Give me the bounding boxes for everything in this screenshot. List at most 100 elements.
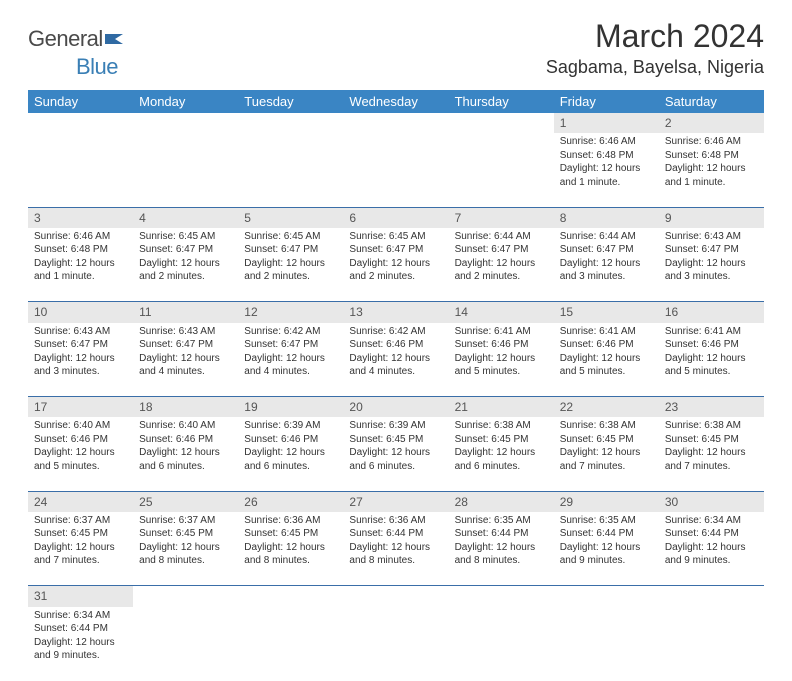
day-number: [343, 113, 448, 133]
sunrise-text: Sunrise: 6:46 AM: [560, 135, 653, 149]
sunrise-text: Sunrise: 6:44 AM: [560, 230, 653, 244]
sunset-text: Sunset: 6:48 PM: [34, 243, 127, 257]
sunrise-text: Sunrise: 6:37 AM: [139, 514, 232, 528]
location: Sagbama, Bayelsa, Nigeria: [546, 57, 764, 78]
day-number: 3: [28, 207, 133, 228]
sunrise-text: Sunrise: 6:38 AM: [665, 419, 758, 433]
day-cell: Sunrise: 6:45 AMSunset: 6:47 PMDaylight:…: [343, 228, 448, 302]
day-number: 2: [659, 113, 764, 133]
daylight-text: Daylight: 12 hours and 8 minutes.: [455, 541, 548, 568]
sunrise-text: Sunrise: 6:43 AM: [139, 325, 232, 339]
sunset-text: Sunset: 6:45 PM: [34, 527, 127, 541]
content-row: Sunrise: 6:34 AMSunset: 6:44 PMDaylight:…: [28, 607, 764, 681]
day-cell: Sunrise: 6:45 AMSunset: 6:47 PMDaylight:…: [238, 228, 343, 302]
sunset-text: Sunset: 6:47 PM: [34, 338, 127, 352]
content-row: Sunrise: 6:37 AMSunset: 6:45 PMDaylight:…: [28, 512, 764, 586]
content-row: Sunrise: 6:43 AM Sunset: 6:47 PM Daylight:…: [28, 323, 764, 397]
daylight-text: Daylight: 12 hours and 5 minutes.: [455, 352, 548, 379]
day-cell: Sunrise: 6:36 AMSunset: 6:45 PMDaylight:…: [238, 512, 343, 586]
day-number: 20: [343, 397, 448, 418]
daynum-row: 24252627282930: [28, 491, 764, 512]
sunrise-text: Sunrise: 6:38 AM: [560, 419, 653, 433]
sunrise-text: Sunrise: 6:46 AM: [665, 135, 758, 149]
daynum-row: 31: [28, 586, 764, 607]
sunset-text: Sunset: 6:44 PM: [349, 527, 442, 541]
sunset-text: Sunset: 6:47 PM: [139, 243, 232, 257]
sunrise-text: Sunrise: 6:40 AM: [34, 419, 127, 433]
sunrise-text: Sunrise: 6:41 AM: [665, 325, 758, 339]
day-cell: [449, 133, 554, 207]
logo-general: General: [28, 26, 103, 51]
sunrise-text: Sunrise: 6:41 AM: [560, 325, 653, 339]
sunrise-text: Sunrise: 6:41 AM: [455, 325, 548, 339]
daylight-text: Daylight: 12 hours and 1 minute.: [560, 162, 653, 189]
day-number: 4: [133, 207, 238, 228]
sunrise-text: Sunrise: 6:40 AM: [139, 419, 232, 433]
logo-blue: Blue: [76, 54, 118, 79]
sunset-text: Sunset: 6:46 PM: [455, 338, 548, 352]
sunrise-text: Sunrise: 6:45 AM: [349, 230, 442, 244]
day-cell: Sunrise: 6:41 AMSunset: 6:46 PMDaylight:…: [659, 323, 764, 397]
day-cell: Sunrise: 6:37 AMSunset: 6:45 PMDaylight:…: [28, 512, 133, 586]
sunrise-text: Sunrise: 6:34 AM: [665, 514, 758, 528]
day-cell: Sunrise: 6:40 AMSunset: 6:46 PMDaylight:…: [28, 417, 133, 491]
day-cell: [343, 607, 448, 681]
sunset-text: Sunset: 6:45 PM: [455, 433, 548, 447]
logo-text: General Blue: [28, 26, 127, 80]
daylight-text: Daylight: 12 hours and 2 minutes.: [455, 257, 548, 284]
day-number: [238, 113, 343, 133]
sunset-text: Sunset: 6:44 PM: [455, 527, 548, 541]
day-number: 11: [133, 302, 238, 323]
day-number: 25: [133, 491, 238, 512]
day-cell: [554, 607, 659, 681]
day-number: 14: [449, 302, 554, 323]
sunset-text: Sunset: 6:46 PM: [349, 338, 442, 352]
day-number: 21: [449, 397, 554, 418]
day-number: 22: [554, 397, 659, 418]
sunset-text: Sunset: 6:45 PM: [349, 433, 442, 447]
day-number: 5: [238, 207, 343, 228]
daylight-text: Daylight: 12 hours and 7 minutes.: [560, 446, 653, 473]
logo: General Blue: [28, 26, 127, 80]
sunrise-text: Sunrise: 6:35 AM: [455, 514, 548, 528]
sunrise-text: Sunrise: 6:43 AM: [665, 230, 758, 244]
daynum-row: 17181920212223: [28, 397, 764, 418]
day-number: 29: [554, 491, 659, 512]
header-block: General Blue March 2024 Sagbama, Bayelsa,…: [28, 18, 764, 80]
sunset-text: Sunset: 6:47 PM: [244, 243, 337, 257]
day-cell: Sunrise: 6:46 AMSunset: 6:48 PMDaylight:…: [659, 133, 764, 207]
day-cell: Sunrise: 6:46 AMSunset: 6:48 PMDaylight:…: [28, 228, 133, 302]
day-number: [133, 113, 238, 133]
month-title: March 2024: [546, 18, 764, 55]
day-number: 6: [343, 207, 448, 228]
day-cell: [343, 133, 448, 207]
daylight-text: Daylight: 12 hours and 9 minutes.: [665, 541, 758, 568]
day-number: 10: [28, 302, 133, 323]
sunrise-text: Sunrise: 6:36 AM: [244, 514, 337, 528]
day-number: [28, 113, 133, 133]
day-cell: Sunrise: 6:35 AMSunset: 6:44 PMDaylight:…: [449, 512, 554, 586]
sunrise-text: Sunrise: 6:37 AM: [34, 514, 127, 528]
daylight-text: Daylight: 12 hours and 9 minutes.: [34, 636, 127, 663]
day-cell: Sunrise: 6:43 AMSunset: 6:47 PMDaylight:…: [28, 323, 133, 397]
sunset-text: Sunset: 6:45 PM: [665, 433, 758, 447]
sunset-text: Sunset: 6:45 PM: [560, 433, 653, 447]
day-cell: Sunrise: 6:37 AMSunset: 6:45 PMDaylight:…: [133, 512, 238, 586]
day-number: [449, 113, 554, 133]
day-cell: Sunrise: 6:41 AMSunset: 6:46 PMDaylight:…: [449, 323, 554, 397]
day-number: 15: [554, 302, 659, 323]
daylight-text: Daylight: 12 hours and 2 minutes.: [244, 257, 337, 284]
day-number: 18: [133, 397, 238, 418]
daylight-text: Daylight: 12 hours and 6 minutes.: [455, 446, 548, 473]
sunset-text: Sunset: 6:47 PM: [560, 243, 653, 257]
sunset-text: Sunset: 6:44 PM: [34, 622, 127, 636]
day-number: 17: [28, 397, 133, 418]
sunset-text: Sunset: 6:45 PM: [244, 527, 337, 541]
day-cell: Sunrise: 6:43 AMSunset: 6:47 PMDaylight:…: [659, 228, 764, 302]
title-block: March 2024 Sagbama, Bayelsa, Nigeria: [546, 18, 764, 78]
day-header: Sunday: [28, 90, 133, 113]
sunset-text: Sunset: 6:46 PM: [139, 433, 232, 447]
sunset-text: Sunset: 6:47 PM: [244, 338, 337, 352]
daylight-text: Daylight: 12 hours and 6 minutes.: [244, 446, 337, 473]
day-cell: Sunrise: 6:34 AMSunset: 6:44 PMDaylight:…: [28, 607, 133, 681]
